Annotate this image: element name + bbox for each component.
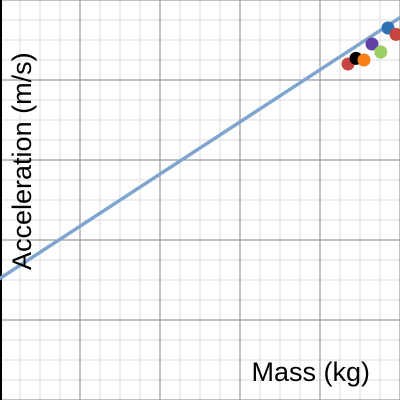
x-axis-title: Mass (kg) [251,357,370,387]
data-point [389,27,400,41]
data-points [341,21,400,71]
data-point [365,37,379,51]
data-point [374,45,388,59]
y-axis-title: Acceleration (m/s) [7,52,37,270]
trend-line [0,15,400,281]
data-point [357,53,371,67]
